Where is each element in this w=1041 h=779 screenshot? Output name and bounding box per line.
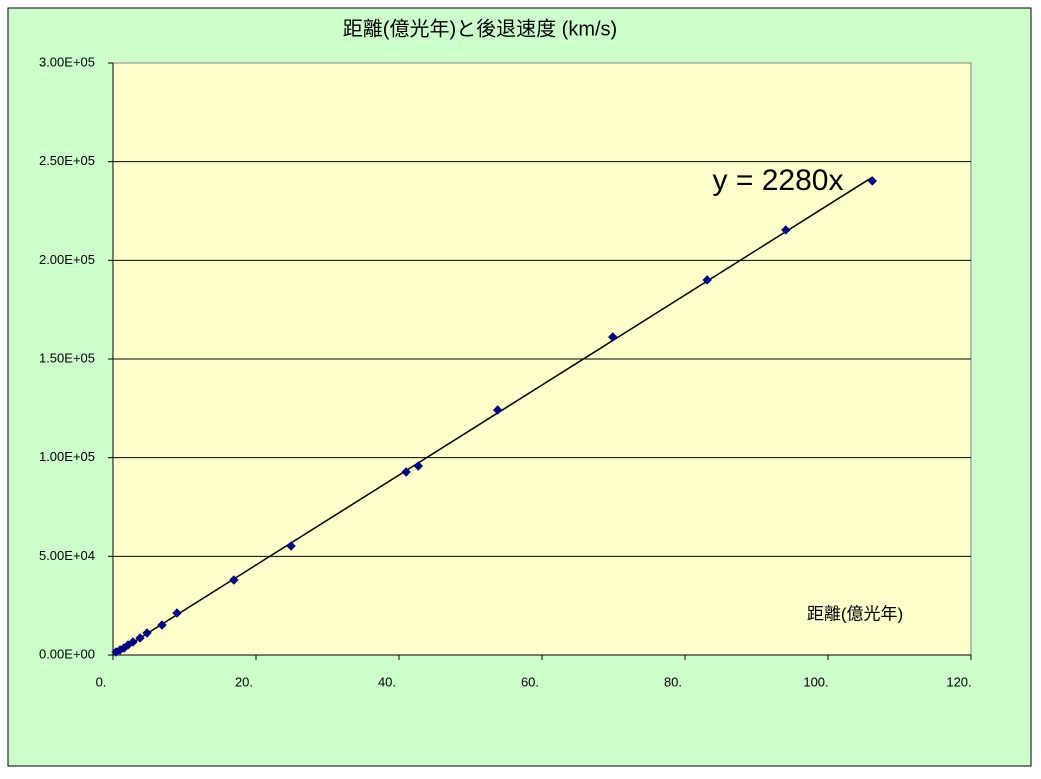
data-point — [135, 633, 145, 643]
y-tick-label: 0.00E+00 — [39, 646, 95, 661]
data-point — [157, 620, 167, 630]
chart-title: 距離(億光年)と後退速度 (km/s) — [343, 17, 617, 40]
y-tick-label: 1.50E+05 — [39, 350, 95, 365]
data-point — [492, 405, 503, 415]
data-point — [702, 275, 712, 285]
y-tick-label: 1.00E+05 — [39, 449, 95, 464]
trendline — [112, 176, 873, 656]
data-point — [608, 332, 618, 342]
trendline-equation: y = 2280x — [713, 164, 844, 197]
x-tick-label: 0. — [96, 674, 107, 689]
x-tick-label: 20. — [235, 674, 253, 689]
x-tick-label: 100. — [803, 674, 828, 689]
data-point — [229, 575, 239, 585]
data-point — [401, 467, 411, 477]
x-tick-label: 40. — [378, 674, 396, 689]
x-tick-label: 60. — [521, 674, 539, 689]
x-tick-label: 80. — [664, 674, 682, 689]
data-point — [172, 608, 182, 618]
data-point — [286, 541, 296, 551]
data-point — [128, 637, 138, 647]
data-point — [413, 461, 424, 471]
y-tick-label: 5.00E+04 — [39, 548, 95, 563]
y-tick-label: 2.50E+05 — [39, 153, 95, 168]
y-tick-label: 3.00E+05 — [39, 54, 95, 69]
data-point — [142, 628, 152, 638]
data-point — [781, 225, 791, 235]
x-axis-label: 距離(億光年) — [807, 604, 903, 623]
x-tick-label: 120. — [946, 674, 971, 689]
data-point — [867, 176, 878, 186]
y-tick-label: 2.00E+05 — [39, 252, 95, 267]
